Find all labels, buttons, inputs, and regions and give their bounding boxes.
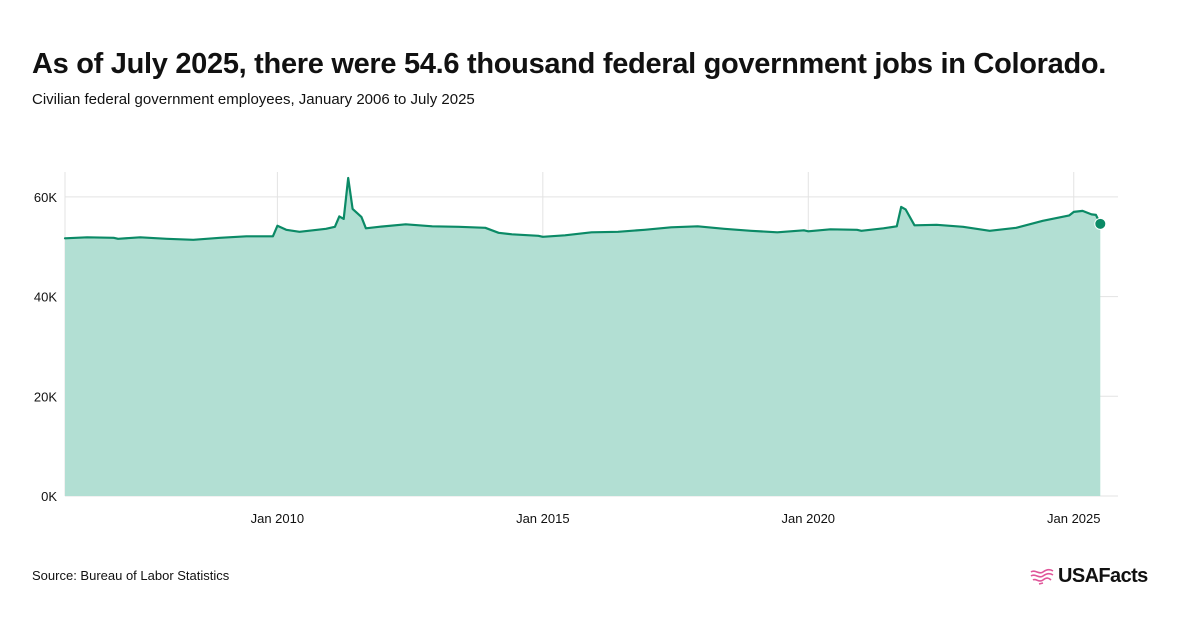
x-tick-label: Jan 2020 xyxy=(782,511,836,526)
y-tick-label: 20K xyxy=(34,389,57,404)
usafacts-logo[interactable]: USAFacts xyxy=(1030,565,1148,588)
usa-map-icon xyxy=(1030,568,1054,585)
area-layer xyxy=(65,178,1101,496)
logo-text: USAFacts xyxy=(1058,565,1148,587)
x-tick-label: Jan 2010 xyxy=(251,511,305,526)
axis-layer: 0K 20K 40K 60K Jan 2010 Jan 2015 Jan 2020 Jan 2… xyxy=(34,190,1101,526)
line-layer xyxy=(63,176,1107,241)
y-tick-label: 60K xyxy=(34,190,57,205)
source-note: Source: Bureau of Labor Statistics xyxy=(32,568,230,583)
series-line xyxy=(63,176,1102,241)
x-tick-label: Jan 2015 xyxy=(516,511,570,526)
latest-value-point xyxy=(1094,217,1107,230)
series-area xyxy=(65,178,1101,496)
chart-title: As of July 2025, there were 54.6 thousan… xyxy=(32,48,1107,80)
chart-subtitle: Civilian federal government employees, J… xyxy=(32,91,475,108)
x-tick-label: Jan 2025 xyxy=(1047,511,1101,526)
y-tick-label: 0K xyxy=(41,489,57,504)
y-tick-label: 40K xyxy=(34,290,57,305)
